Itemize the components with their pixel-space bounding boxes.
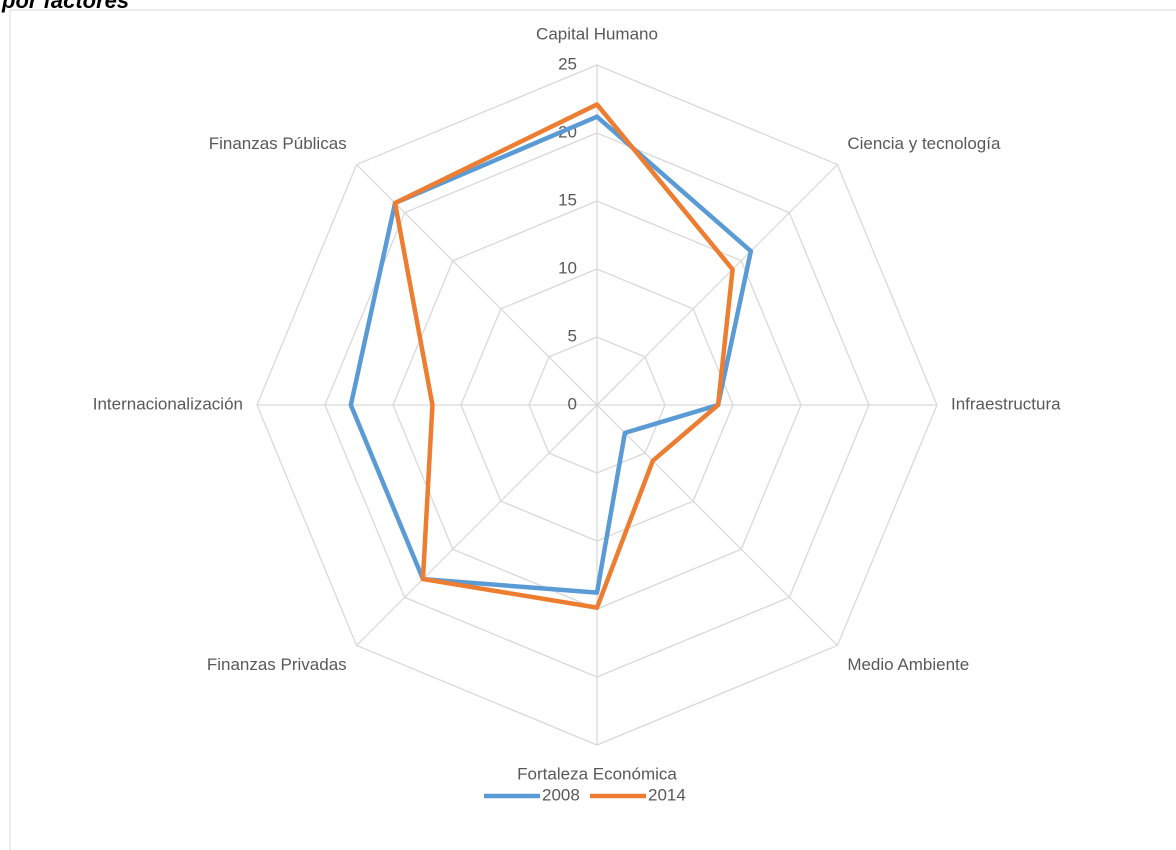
r-tick-label: 5: [568, 326, 577, 345]
r-tick-label: 15: [558, 190, 577, 209]
category-label: Medio Ambiente: [847, 655, 969, 674]
series-line: [348, 114, 754, 595]
category-label: Fortaleza Económica: [517, 764, 677, 783]
category-label: Infraestructura: [951, 394, 1061, 413]
category-label: Capital Humano: [536, 24, 658, 43]
spoke: [596, 164, 838, 406]
category-label: Finanzas Públicas: [209, 134, 347, 153]
spoke: [596, 404, 838, 646]
chart-frame: [9, 9, 1176, 850]
r-tick-label: 0: [568, 394, 577, 413]
legend-label: 2008: [542, 785, 580, 804]
chart-title: por factores: [1, 0, 129, 13]
series-line: [392, 102, 735, 610]
r-tick-label: 10: [558, 258, 577, 277]
legend-label: 2014: [648, 785, 686, 804]
grid-ring: [528, 336, 666, 474]
category-label: Ciencia y tecnología: [847, 134, 1001, 153]
grid-ring: [460, 268, 734, 542]
spoke: [356, 404, 598, 646]
grid-ring: [256, 64, 938, 746]
r-tick-label: 25: [558, 54, 577, 73]
category-label: Internacionalización: [93, 394, 243, 413]
category-label: Finanzas Privadas: [207, 655, 347, 674]
